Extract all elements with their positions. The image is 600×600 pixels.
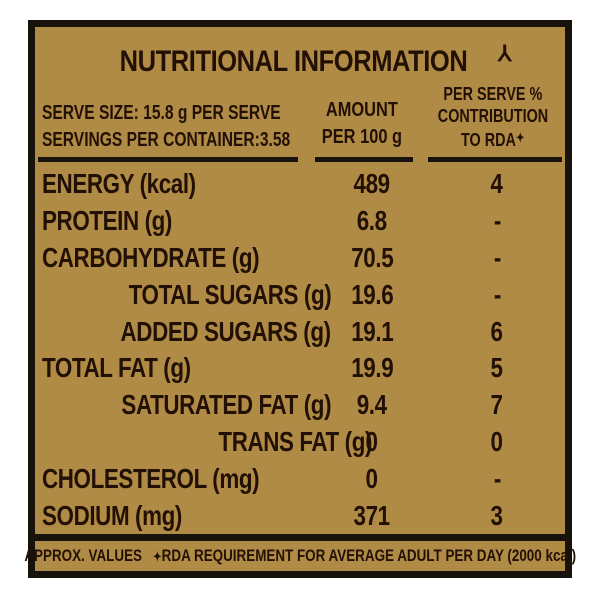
rda-footnote-mark-icon: ✦ xyxy=(152,549,162,564)
nutrient-row: PROTEIN (g) 6.8 - xyxy=(35,203,565,240)
rda-column-header: PER SERVE % CONTRIBUTION TO RDA✦ xyxy=(437,84,548,150)
serve-size-column-header: SERVE SIZE: 15.8 g PER SERVE SERVINGS PE… xyxy=(35,100,303,154)
nutrition-rows: ENERGY (kcal) 489 4 PROTEIN (g) 6.8 - CA… xyxy=(35,166,565,534)
nutrient-name-cell: SATURATED FAT (g) xyxy=(121,389,331,421)
amount-per-100g-cell: 0 xyxy=(365,462,379,494)
nutrient-name-cell: PROTEIN (g) xyxy=(42,205,172,237)
amount-per-100g-cell: 19.1 xyxy=(351,315,393,347)
header-rule xyxy=(35,157,565,162)
amount-column-header: AMOUNT PER 100 g xyxy=(321,99,402,148)
rda-percent-cell: - xyxy=(493,278,501,310)
nutrient-row: SODIUM (mg) 371 3 xyxy=(35,497,565,534)
amount-per-100g-cell: 70.5 xyxy=(351,241,393,273)
rda-percent-cell: 5 xyxy=(490,352,504,384)
nutrient-row: TRANS FAT (g) 0 0 xyxy=(35,424,565,461)
rda-footnote-mark-icon: ✦ xyxy=(515,130,525,145)
amount-per-100g-cell: 6.8 xyxy=(357,205,387,237)
rda-percent-cell: 7 xyxy=(490,389,504,421)
rda-percent-cell: 3 xyxy=(490,499,504,531)
nutrient-name-cell: CARBOHYDRATE (g) xyxy=(42,241,260,273)
nutrient-row: ENERGY (kcal) 489 4 xyxy=(35,166,565,203)
nutrition-title-row: NUTRITIONAL INFORMATION ⅄ xyxy=(35,34,565,78)
amount-per-100g-cell: 19.6 xyxy=(351,278,393,310)
nutrient-name-cell: CHOLESTEROL (mg) xyxy=(42,462,260,494)
header-rule-segment xyxy=(315,157,413,162)
title-footnote-mark-icon: ⅄ xyxy=(498,41,511,66)
amount-per-100g-cell: 19.9 xyxy=(351,352,393,384)
nutrition-label: NUTRITIONAL INFORMATION ⅄ SERVE SIZE: 15.… xyxy=(24,20,576,578)
nutrient-row: ADDED SUGARS (g) 19.1 6 xyxy=(35,313,565,350)
amount-per-100g-cell: 9.4 xyxy=(357,389,387,421)
footer-divider xyxy=(35,534,565,541)
nutrient-name-cell: TOTAL FAT (g) xyxy=(42,352,191,384)
header-rule-segment xyxy=(38,157,298,162)
amount-per-100g-cell: 371 xyxy=(353,499,391,531)
nutrient-row: TOTAL SUGARS (g) 19.6 - xyxy=(35,276,565,313)
rda-requirement-note: RDA REQUIREMENT FOR AVERAGE ADULT PER DA… xyxy=(161,546,576,565)
nutrient-name-cell: ADDED SUGARS (g) xyxy=(120,315,332,347)
approx-values-note: APPROX. VALUES xyxy=(24,546,142,565)
amount-per-100g-cell: 489 xyxy=(353,168,391,200)
servings-per-container-line: SERVINGS PER CONTAINER:3.58 xyxy=(42,129,291,151)
nutrient-name-cell: TOTAL SUGARS (g) xyxy=(128,278,331,310)
rda-percent-cell: 4 xyxy=(490,168,504,200)
header-rule-segment xyxy=(428,157,562,162)
rda-percent-cell: - xyxy=(493,205,501,237)
rda-percent-cell: - xyxy=(493,241,501,273)
footnote-row: APPROX. VALUES ✦RDA REQUIREMENT FOR AVERA… xyxy=(24,541,576,571)
rda-percent-cell: - xyxy=(493,462,501,494)
rda-percent-cell: 6 xyxy=(490,315,504,347)
serve-size-line: SERVE SIZE: 15.8 g PER SERVE xyxy=(42,102,281,124)
nutrient-name-cell: SODIUM (mg) xyxy=(42,499,182,531)
nutrient-row: CARBOHYDRATE (g) 70.5 - xyxy=(35,240,565,277)
nutrient-name-cell: ENERGY (kcal) xyxy=(42,168,196,200)
table-header: SERVE SIZE: 15.8 g PER SERVE SERVINGS PE… xyxy=(35,74,565,154)
amount-per-100g-cell: 0 xyxy=(365,425,379,457)
nutrient-row: SATURATED FAT (g) 9.4 7 xyxy=(35,387,565,424)
nutrient-row: TOTAL FAT (g) 19.9 5 xyxy=(35,350,565,387)
nutrient-name-cell: TRANS FAT (g) xyxy=(218,425,372,457)
nutrient-row: CHOLESTEROL (mg) 0 - xyxy=(35,460,565,497)
rda-percent-cell: 0 xyxy=(490,425,504,457)
nutrition-title: NUTRITIONAL INFORMATION xyxy=(119,45,468,78)
